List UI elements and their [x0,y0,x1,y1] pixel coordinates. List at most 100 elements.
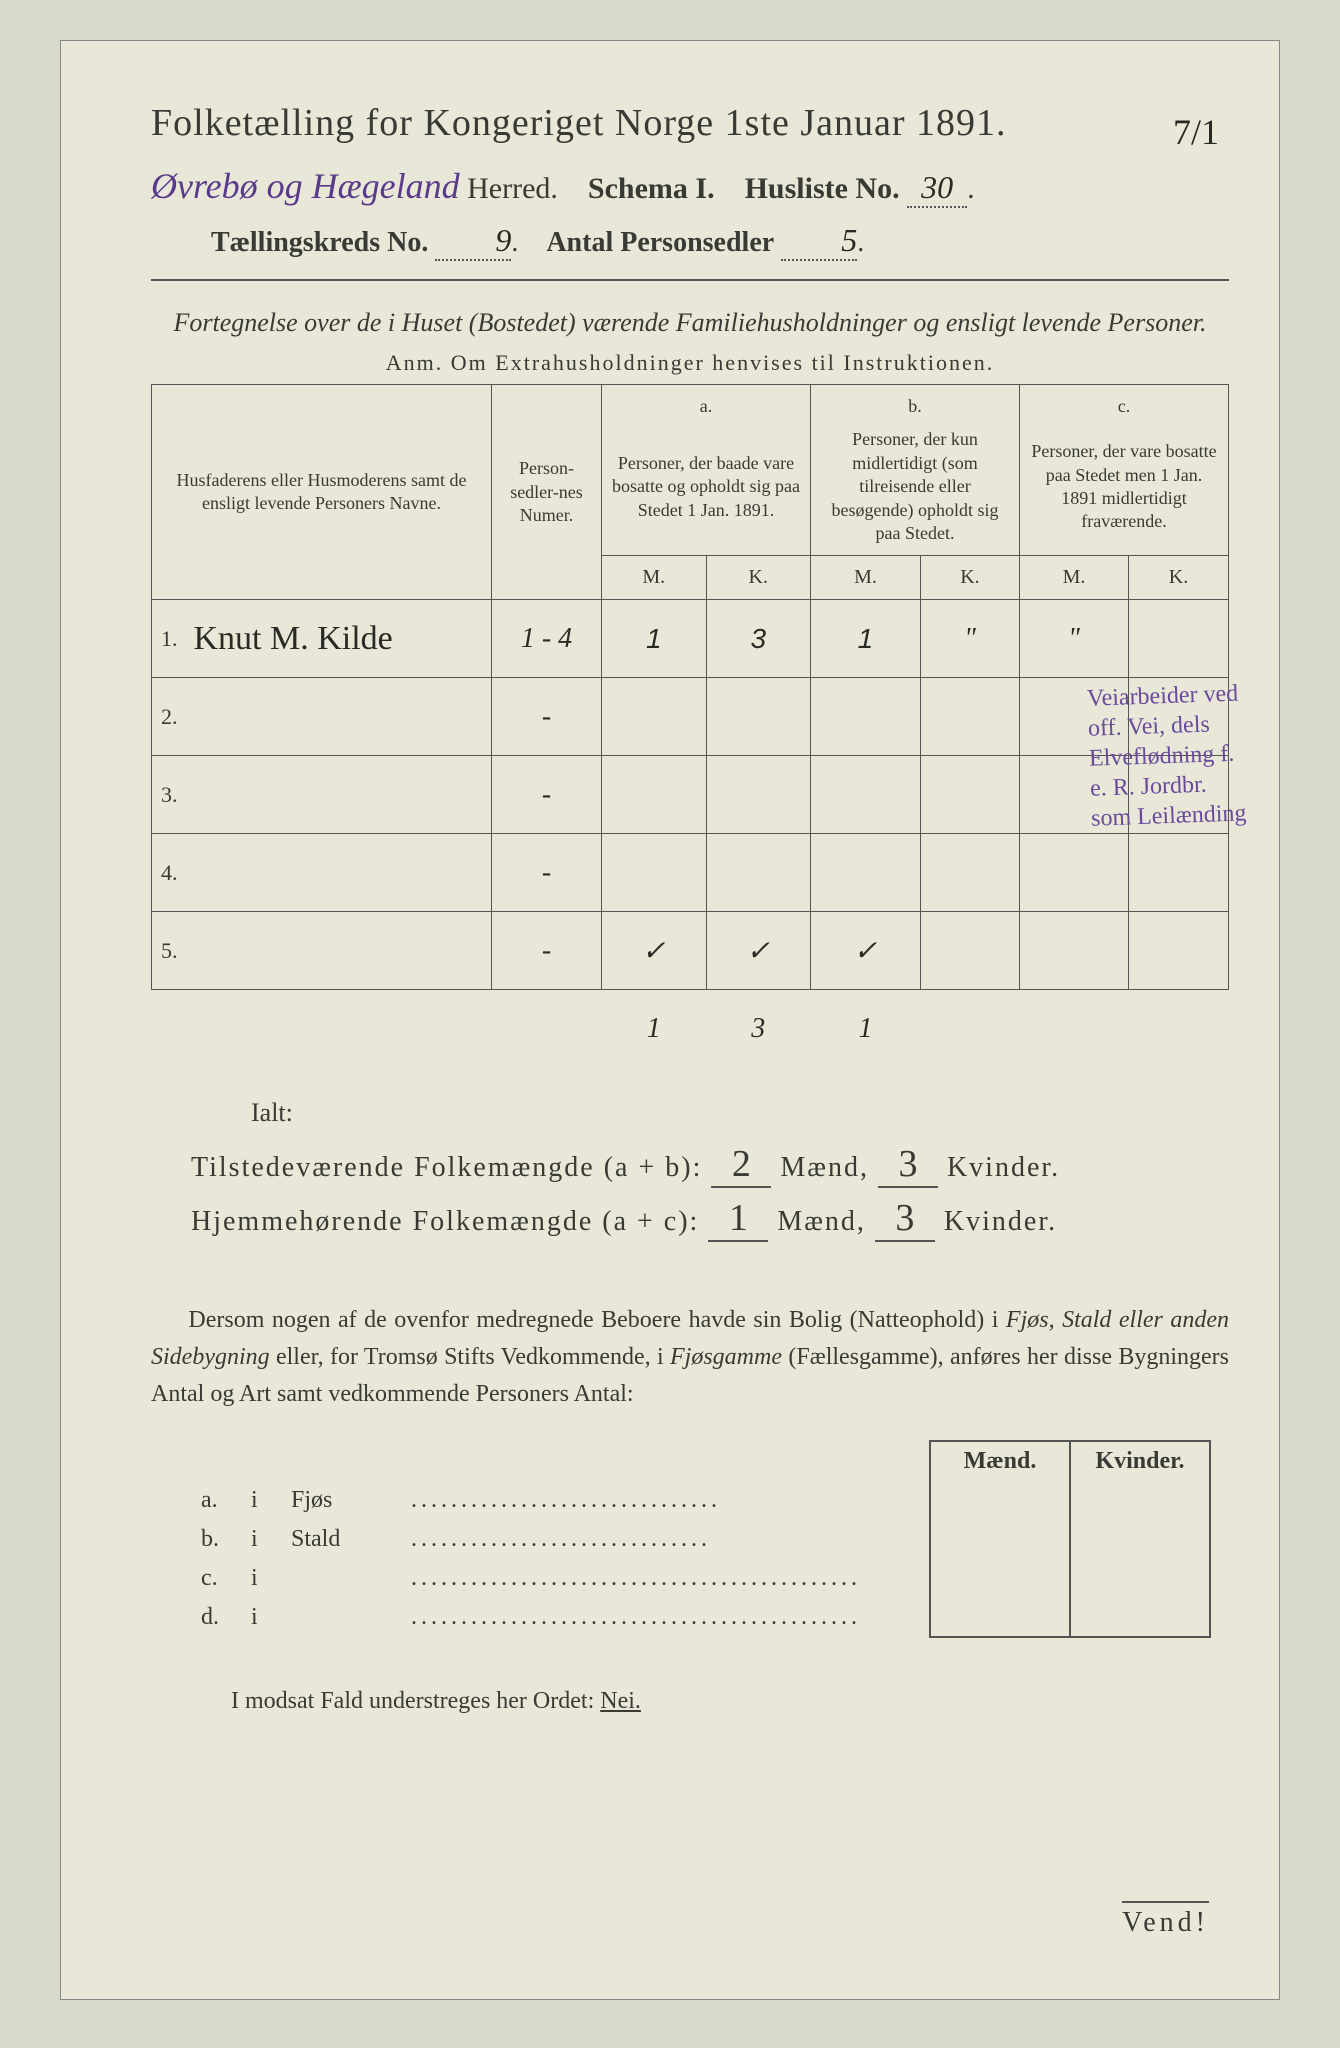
corner-mark: 7/1 [1173,111,1219,153]
table-row: 3. - [152,756,1229,834]
herred-line: Øvrebø og Hægeland Herred. Schema I. Hus… [151,165,1229,208]
col-names: Husfaderens eller Husmoderens samt de en… [152,385,492,600]
row-number: 4. [152,834,182,912]
row-maend [930,1481,1070,1520]
name-cell: Knut M. Kilde [182,600,492,678]
b-k-cell [920,756,1019,834]
row-maend [930,1598,1070,1637]
row-label: Stald [281,1520,401,1559]
kvinder-label-2: Kvinder. [944,1206,1057,1237]
total-a-m: 1 [602,990,707,1068]
sum-present: Tilstedeværende Folkemængde (a + b): 2 M… [191,1142,1229,1188]
row-dots: .............................. [401,1520,930,1559]
dwelling-table: Mænd. Kvinder. a.iFjøs..................… [191,1440,1211,1638]
dwelling-row: b.iStald.............................. [191,1520,1210,1559]
a-m-cell: ✓ [602,912,707,990]
table-row: 5.-✓✓✓ [152,912,1229,990]
title-text: Folketælling for Kongeriget Norge 1ste J… [151,102,1007,144]
numer-cell: - [492,678,602,756]
row-i: i [241,1559,281,1598]
c-k-cell [1129,834,1229,912]
antal-label: Antal Personsedler [546,227,774,258]
herred-label: Herred. [467,172,558,205]
b-k-cell [920,912,1019,990]
b-m-cell: 1 [811,600,921,678]
name-cell [182,912,492,990]
ialt-label: Ialt: [251,1098,1229,1128]
antal-val: 5 [781,222,857,261]
b-m-cell: ✓ [811,912,921,990]
row-i: i [241,1481,281,1520]
row-label [281,1598,401,1637]
name-cell [182,678,492,756]
row-key: c. [191,1559,241,1598]
col-numer: Person-sedler-nes Numer. [492,385,602,600]
table-row: 1.Knut M. Kilde1 - 4131"" [152,600,1229,678]
a-m-cell: 1 [602,600,707,678]
a-k-cell [706,756,811,834]
census-form-page: 7/1 Folketælling for Kongeriget Norge 1s… [60,40,1280,2000]
c-k-cell [1129,600,1229,678]
bottom-kvinder: Kvinder. [1070,1441,1210,1481]
row-i: i [241,1520,281,1559]
numer-cell: - [492,834,602,912]
c-m-cell [1019,912,1128,990]
row-maend [930,1559,1070,1598]
kreds-line: Tællingskreds No. 9. Antal Personsedler … [151,222,1229,261]
sum-resident-k: 3 [875,1196,935,1242]
row-kvinder [1070,1481,1210,1520]
row-number: 3. [152,756,182,834]
c-m-cell: " [1019,600,1128,678]
b-k-cell [920,834,1019,912]
col-a-head: a. [602,385,811,419]
numer-cell: 1 - 4 [492,600,602,678]
c-k-cell [1129,912,1229,990]
kreds-label: Tællingskreds No. [211,227,428,258]
col-a: Personer, der baade vare bosatte og opho… [602,418,811,555]
schema-label: Schema I. [588,172,715,205]
sum-resident-label: Hjemmehørende Folkemængde (a + c): [191,1206,699,1237]
sum-present-k: 3 [878,1142,938,1188]
col-a-k: K. [706,556,811,600]
husliste-label: Husliste No. [745,172,900,205]
numer-cell: - [492,912,602,990]
col-b-m: M. [811,556,921,600]
row-dots: ............................... [401,1481,930,1520]
col-b: Personer, der kun midlertidigt (som tilr… [811,418,1020,555]
maend-label-2: Mænd, [777,1206,866,1237]
numer-cell: - [492,756,602,834]
dwelling-row: d.i.....................................… [191,1598,1210,1637]
anm-note: Anm. Om Extrahusholdninger henvises til … [151,350,1229,376]
row-number: 5. [152,912,182,990]
b-m-cell [811,834,921,912]
row-kvinder [1070,1559,1210,1598]
row-key: a. [191,1481,241,1520]
name-cell [182,834,492,912]
anm-text: Anm. Om Extrahusholdninger henvises til … [386,350,994,375]
table-row: 2. - [152,678,1229,756]
name-cell [182,756,492,834]
totals-row: 1 3 1 [152,990,1229,1068]
bottom-maend: Mænd. [930,1441,1070,1481]
a-m-cell [602,678,707,756]
divider [151,279,1229,281]
page-title: Folketælling for Kongeriget Norge 1ste J… [151,101,1229,145]
sum-resident: Hjemmehørende Folkemængde (a + c): 1 Mæn… [191,1196,1229,1242]
row-number: 1. [152,600,182,678]
dwelling-paragraph: Dersom nogen af de ovenfor medregnede Be… [151,1302,1229,1414]
a-k-cell [706,678,811,756]
sum-present-label: Tilstedeværende Folkemængde (a + b): [191,1152,702,1183]
kvinder-label: Kvinder. [947,1152,1060,1183]
b-m-cell [811,678,921,756]
nei-pre: I modsat Fald understreges her Ordet: [231,1688,594,1714]
a-m-cell [602,756,707,834]
dwelling-row: c.i.....................................… [191,1559,1210,1598]
row-number: 2. [152,678,182,756]
col-b-k: K. [920,556,1019,600]
b-m-cell [811,756,921,834]
a-k-cell: 3 [706,600,811,678]
row-key: d. [191,1598,241,1637]
a-m-cell [602,834,707,912]
col-c-m: M. [1019,556,1128,600]
col-names-text: Husfaderens eller Husmoderens samt de en… [177,470,467,513]
